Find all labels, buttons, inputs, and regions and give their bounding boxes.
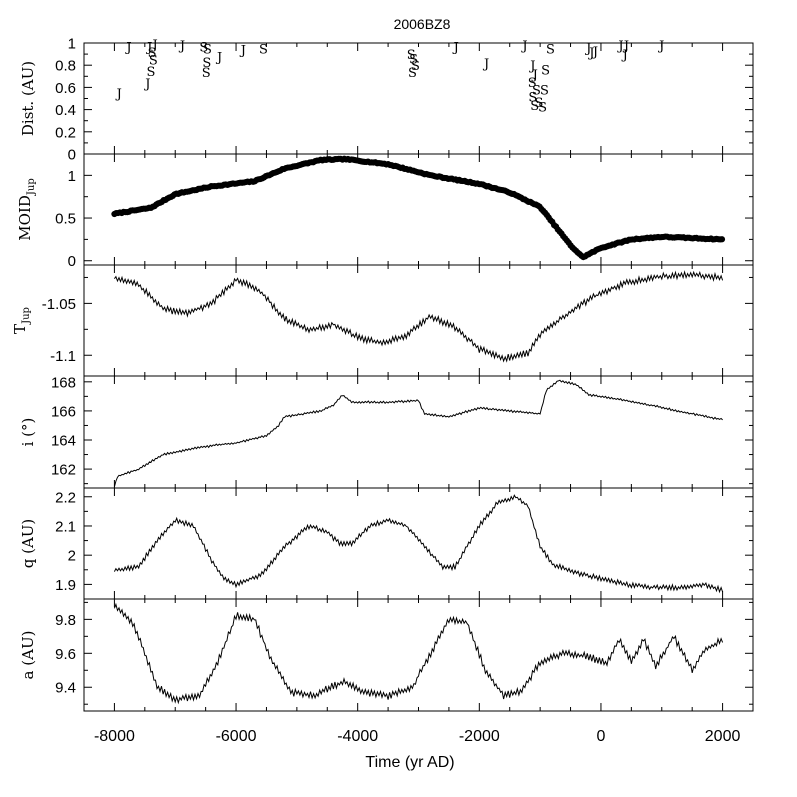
encounter-marker-jupiter: J [239,44,246,59]
y-tick-label-tjup: -1.1 [50,348,76,365]
y-axis-label-subscript: Jup [26,178,37,196]
encounter-marker-saturn: S [534,96,543,111]
y-tick-label-inc: 168 [51,374,76,391]
encounter-marker-jupiter: J [178,39,185,54]
panel-moid: 0 0.5 1 MOIDJup [16,153,754,270]
encounter-marker-jupiter: J [531,68,538,83]
encounter-marker-jupiter: J [520,39,527,54]
chart-title: 2006BZ8 [394,16,451,32]
encounter-marker-saturn: S [541,64,550,79]
y-tick-label-a: 9.4 [55,680,76,697]
moid-point [718,236,726,243]
y-tick-label-q: 2.2 [55,489,76,506]
y-axis-label-moid: MOIDJup [16,178,37,240]
y-axis-label-q: q (AU) [19,519,37,569]
encounter-marker-saturn: S [546,43,555,58]
encounter-marker-jupiter: J [145,40,152,55]
x-tick-label: -4000 [337,728,378,745]
encounter-marker-jupiter: J [621,48,628,63]
encounter-marker-saturn: S [530,99,539,114]
x-tick-label: -2000 [459,728,500,745]
encounter-marker-jupiter: J [528,59,535,74]
encounter-marker-saturn: S [532,84,541,99]
encounter-marker-jupiter: J [215,50,222,65]
encounter-marker-jupiter: J [616,39,623,54]
y-tick-label-q: 2 [68,548,76,565]
encounter-marker-saturn: S [528,76,537,91]
x-tick-label: 0 [597,728,606,745]
encounter-marker-jupiter: J [591,45,598,60]
encounter-marker-saturn: S [407,48,416,63]
series-line-a [113,602,724,705]
encounter-marker-jupiter: J [622,39,629,54]
encounter-marker-jupiter: J [151,38,158,53]
x-tick-label: -6000 [216,728,257,745]
encounter-marker-saturn: S [259,43,268,58]
encounter-marker-jupiter: J [584,41,591,56]
panel-tjup: -1.05 -1.1 TJup [11,264,754,377]
encounter-marker-jupiter: J [587,46,594,61]
encounter-marker-saturn: S [203,43,212,58]
y-tick-label-dist: 1 [68,36,76,53]
y-axis-label-tjup: TJup [11,307,32,334]
panel-a: 9.4 9.6 9.8 a (AU) [19,598,754,712]
series-line-q [113,494,724,594]
x-axis-ticks: -8000 -6000 -4000 -2000 0 2000 [94,728,741,745]
y-tick-label-a: 9.8 [55,612,76,629]
encounter-marker-saturn: S [540,84,549,99]
x-tick-label: -8000 [94,728,135,745]
y-tick-label-dist: 0.8 [55,58,76,75]
encounter-marker-saturn: S [202,56,211,71]
encounter-marker-saturn: S [409,53,418,68]
y-tick-label-inc: 166 [51,403,76,420]
encounter-marker-jupiter: J [482,57,489,72]
y-axis-label-main: MOID [16,195,34,241]
y-axis-label-inc: i (°) [19,418,37,447]
x-tick-label: 2000 [705,728,741,745]
y-axis-label-main: T [11,324,29,334]
y-tick-label-moid: 0.5 [55,211,76,228]
encounter-marker-jupiter: J [124,40,131,55]
y-tick-label-a: 9.6 [55,646,76,663]
y-tick-label-moid: 0 [68,253,76,270]
y-tick-label-dist: 0.2 [55,124,76,141]
encounter-marker-saturn: S [199,40,208,55]
y-tick-label-q: 2.1 [55,518,76,535]
encounter-marker-jupiter: J [657,39,664,54]
y-axis-label-subscript: Jup [21,307,32,325]
y-axis-label-a: a (AU) [19,631,37,680]
encounter-marker-jupiter: J [143,77,150,92]
encounter-marker-jupiter: J [115,87,122,102]
y-tick-label-dist: 0.4 [55,102,76,119]
y-tick-label-moid: 1 [68,168,76,185]
y-tick-label-inc: 164 [51,433,76,450]
y-tick-label-q: 1.9 [55,577,76,594]
series-line-inc [113,379,723,488]
x-axis-label: Time (yr AD) [365,754,454,771]
encounter-marker-saturn: S [148,46,157,61]
panel-q: 1.9 2 2.1 2.2 q (AU) [19,487,754,600]
encounter-marker-saturn: S [146,65,155,80]
encounter-marker-saturn: S [411,59,420,74]
encounter-marker-saturn: S [528,90,537,105]
y-tick-label-tjup: -1.05 [42,296,76,313]
y-axis-label-dist: Dist. (AU) [19,61,37,136]
y-tick-label-dist: 0 [68,147,76,164]
encounter-marker-saturn: S [408,66,417,81]
encounter-marker-saturn: S [202,66,211,81]
encounter-marker-saturn: S [149,54,158,69]
encounter-marker-saturn: S [538,100,547,115]
encounter-marker-jupiter: J [452,40,459,55]
y-tick-label-inc: 162 [51,462,76,479]
y-tick-label-dist: 0.6 [55,80,76,97]
series-line-tjup [114,270,724,363]
